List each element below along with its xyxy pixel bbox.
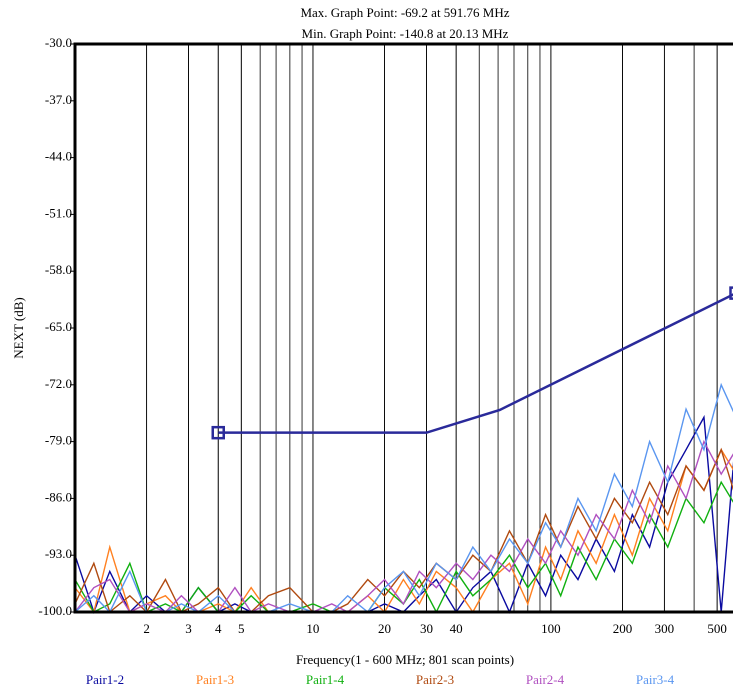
x-tick-label: 20 <box>378 621 391 636</box>
x-tick-label: 10 <box>306 621 319 636</box>
legend-label: Pair1-3 <box>196 672 234 687</box>
series-line <box>75 414 733 615</box>
series-line <box>75 480 733 614</box>
y-tick-label: -44.0 <box>45 149 72 164</box>
x-tick-label: 100 <box>541 621 561 636</box>
legend-label: Pair2-4 <box>526 672 565 687</box>
chart-title: Max. Graph Point: -69.2 at 591.76 MHz <box>300 5 509 20</box>
y-tick-label: -30.0 <box>45 35 72 50</box>
x-tick-label: 5 <box>238 621 245 636</box>
y-tick-label: -100.0 <box>38 603 72 618</box>
legend-label: Pair2-3 <box>416 672 454 687</box>
series-line <box>75 439 733 613</box>
plot-area <box>75 286 733 615</box>
x-tick-label: 200 <box>613 621 633 636</box>
y-tick-label: -65.0 <box>45 319 72 334</box>
limit-marker <box>211 425 225 440</box>
x-axis-title: Frequency(1 - 600 MHz; 801 scan points) <box>296 652 514 667</box>
legend-label: Pair3-4 <box>636 672 675 687</box>
limit-marker <box>729 286 733 300</box>
x-tick-label: 3 <box>185 621 192 636</box>
x-tick-label: 2 <box>143 621 150 636</box>
y-tick-label: -93.0 <box>45 546 72 561</box>
y-tick-label: -72.0 <box>45 376 72 391</box>
limit-line <box>218 293 733 434</box>
y-tick-label: -58.0 <box>45 262 72 277</box>
grid <box>146 44 718 612</box>
y-tick-label: -37.0 <box>45 92 72 107</box>
x-tick-label: 30 <box>420 621 433 636</box>
x-tick-label: 40 <box>450 621 463 636</box>
series-line <box>75 447 733 614</box>
legend-label: Pair1-4 <box>306 672 345 687</box>
y-tick-label: -51.0 <box>45 205 72 220</box>
x-tick-label: 4 <box>215 621 222 636</box>
series-line <box>75 382 733 614</box>
axes: 2 3 4 5 10 20 30 40 100 200 300 500 -30.0 -37.0 -44.0 -… <box>38 35 733 636</box>
series-line <box>75 448 733 614</box>
y-tick-label: -79.0 <box>45 433 72 448</box>
legend-label: Pair1-2 <box>86 672 124 687</box>
x-tick-label: 500 <box>707 621 727 636</box>
y-axis-title: NEXT (dB) <box>11 297 26 359</box>
x-tick-label: 300 <box>655 621 675 636</box>
chart-subtitle: Min. Graph Point: -140.8 at 20.13 MHz <box>302 26 509 41</box>
y-tick-label: -86.0 <box>45 489 72 504</box>
